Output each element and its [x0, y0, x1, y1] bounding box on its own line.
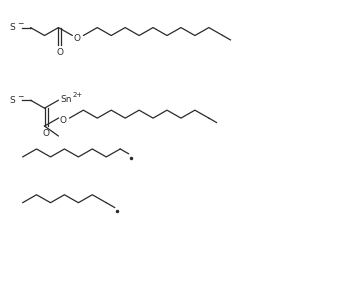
Text: O: O	[57, 48, 63, 57]
Text: S: S	[10, 23, 16, 32]
Text: −: −	[17, 19, 23, 28]
Text: O: O	[42, 129, 49, 138]
Text: O: O	[60, 116, 67, 125]
Text: O: O	[74, 34, 81, 43]
Text: −: −	[17, 92, 23, 101]
Text: Sn: Sn	[60, 95, 72, 104]
Text: 2+: 2+	[73, 92, 83, 98]
Text: S: S	[10, 96, 16, 105]
